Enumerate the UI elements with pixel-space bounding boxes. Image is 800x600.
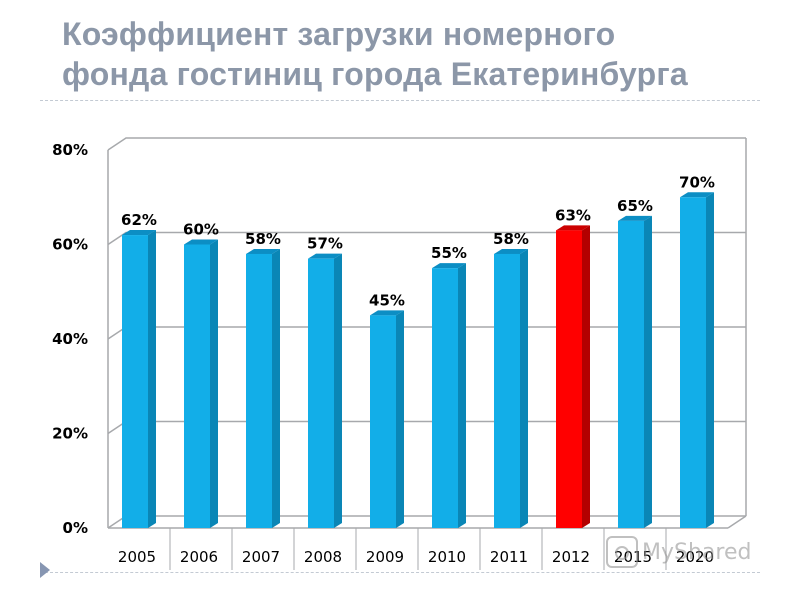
bar xyxy=(432,263,466,528)
y-tick-label: 0% xyxy=(63,519,88,537)
chart-title-line2: фонда гостиниц города Екатеринбурга xyxy=(62,56,688,92)
x-tick-label: 2020 xyxy=(676,548,714,566)
gridline xyxy=(107,231,746,246)
x-tick-label: 2011 xyxy=(490,548,528,566)
bar-top xyxy=(494,248,528,254)
data-label: 62% xyxy=(121,211,157,229)
bar-side xyxy=(706,192,714,528)
bar-front xyxy=(184,244,210,528)
title-separator xyxy=(40,100,760,101)
data-label: 63% xyxy=(555,206,591,224)
footer-separator xyxy=(40,572,760,573)
bar xyxy=(556,225,590,528)
bar-side xyxy=(458,263,466,528)
bar-top xyxy=(680,192,714,198)
bar-front xyxy=(246,253,272,528)
x-tick-label: 2012 xyxy=(552,548,590,566)
data-label: 60% xyxy=(183,221,219,239)
bar-top xyxy=(184,239,218,245)
data-label: 45% xyxy=(369,291,405,309)
bar-side xyxy=(272,248,280,528)
next-slide-arrow-icon[interactable] xyxy=(40,562,50,578)
bar-front xyxy=(122,235,148,529)
bar-front xyxy=(680,197,706,528)
bar-front xyxy=(494,253,520,528)
bar xyxy=(618,215,652,528)
bar xyxy=(680,192,714,528)
bar-side xyxy=(148,230,156,529)
y-tick-label: 80% xyxy=(52,141,88,159)
bar-side xyxy=(582,225,590,528)
bar-front xyxy=(308,258,334,528)
x-tick-label: 2008 xyxy=(304,548,342,566)
bar-front xyxy=(432,268,458,528)
data-label: 65% xyxy=(617,197,653,215)
y-tick-label: 40% xyxy=(52,330,88,348)
bar xyxy=(308,253,342,529)
x-tick-label: 2009 xyxy=(366,548,404,566)
bar-side xyxy=(520,248,528,528)
watermark-logo-icon xyxy=(606,536,638,568)
bar-side xyxy=(396,310,404,528)
x-tick-label: 2005 xyxy=(118,548,156,566)
chart-title: Коэффициент загрузки номерного фонда гос… xyxy=(62,14,782,94)
bar-front xyxy=(556,230,582,528)
y-tick-label: 60% xyxy=(52,236,88,254)
x-tick-label: 2006 xyxy=(180,548,218,566)
chart-title-line1: Коэффициент загрузки номерного xyxy=(62,16,616,52)
y-tick-label: 20% xyxy=(52,425,88,443)
bar xyxy=(246,248,280,528)
data-label: 58% xyxy=(245,230,281,248)
bar-top xyxy=(122,230,156,236)
bar xyxy=(122,230,156,529)
gridline xyxy=(107,137,746,151)
bar xyxy=(494,248,528,528)
bar xyxy=(184,239,218,528)
bar-top xyxy=(246,248,280,254)
data-label: 55% xyxy=(431,244,467,262)
bar-top xyxy=(370,310,404,316)
x-tick-label: 2010 xyxy=(428,548,466,566)
watermark: MyShared xyxy=(606,536,751,568)
bar-top xyxy=(556,225,590,231)
bar-side xyxy=(334,253,342,529)
bar-side xyxy=(644,215,652,528)
data-label: 70% xyxy=(679,173,715,191)
x-tick-label: 2007 xyxy=(242,548,280,566)
data-label: 58% xyxy=(493,230,529,248)
bar xyxy=(370,310,404,528)
bar-front xyxy=(370,315,396,528)
bar-front xyxy=(618,220,644,528)
bar-side xyxy=(210,239,218,528)
watermark-text: MyShared xyxy=(642,539,752,565)
bar-top xyxy=(308,253,342,259)
bar-top xyxy=(618,215,652,221)
floor-depth-right xyxy=(727,515,747,529)
data-label: 57% xyxy=(307,235,343,253)
bar-top xyxy=(432,263,466,269)
